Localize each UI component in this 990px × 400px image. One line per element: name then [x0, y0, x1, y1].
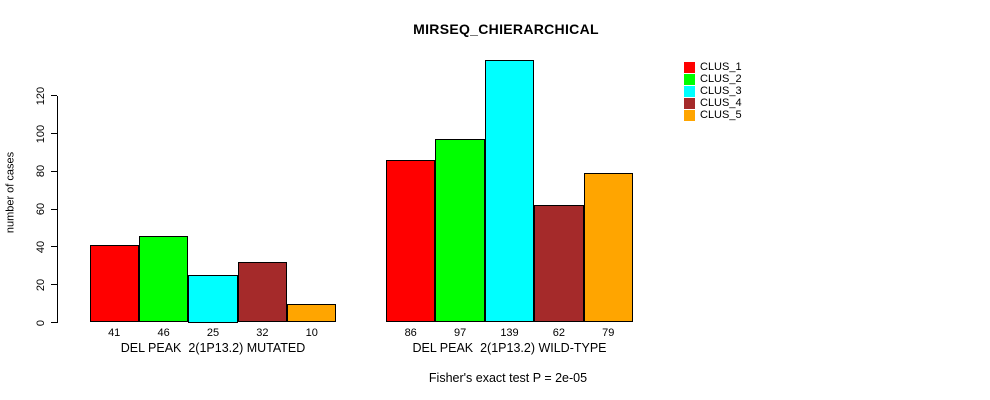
y-tick [51, 170, 57, 172]
legend-swatch-clus-1-icon [684, 61, 695, 73]
y-tick-label: 60 [35, 202, 47, 216]
chart-title: MIRSEQ_CHIERARCHICAL [413, 21, 599, 37]
legend-item-clus-5: CLUS_5 [684, 109, 742, 121]
bar-value-label: 62 [552, 327, 565, 339]
group-label-2: DEL PEAK 2(1P13.2) WILD-TYPE [412, 341, 607, 355]
y-tick-label: 40 [35, 240, 47, 254]
bar-clus_4-group2 [534, 205, 584, 323]
bar-value-label: 41 [108, 327, 121, 339]
bar-clus_4-group1 [237, 262, 288, 323]
bar-clus_1-group2 [386, 159, 436, 323]
y-tick [51, 246, 57, 248]
y-tick-label: 20 [35, 278, 47, 291]
legend-label-clus-2: CLUS_2 [700, 73, 742, 85]
y-tick-label: 80 [35, 165, 47, 178]
bar-clus_1-group1 [89, 245, 139, 323]
bar-value-label: 139 [500, 327, 519, 339]
legend-item-clus-3: CLUS_3 [684, 85, 742, 97]
y-tick-label: 120 [35, 86, 47, 105]
bar-value-label: 79 [602, 327, 615, 339]
bar-clus_3-group1 [188, 275, 238, 323]
legend-item-clus-1: CLUS_1 [684, 61, 742, 73]
legend-item-clus-2: CLUS_2 [684, 73, 742, 85]
y-tick [51, 284, 57, 286]
bar-value-label: 10 [305, 327, 318, 339]
legend-swatch-clus-2-icon [684, 73, 695, 85]
bar-value-label: 86 [404, 327, 417, 339]
y-tick-label: 0 [35, 319, 47, 326]
y-tick [51, 208, 57, 210]
y-tick [51, 133, 57, 134]
bar-clus_2-group1 [138, 235, 189, 323]
legend-label-clus-1: CLUS_1 [700, 61, 742, 73]
legend-swatch-clus-4-icon [684, 97, 695, 109]
bar-value-label: 97 [453, 327, 467, 339]
bar-clus_5-group1 [287, 303, 337, 323]
y-tick [51, 322, 57, 323]
bar-value-label: 32 [256, 327, 269, 339]
bar-clus_2-group2 [435, 139, 485, 323]
legend-item-clus-4: CLUS_4 [684, 97, 742, 109]
legend-swatch-clus-5-icon [684, 109, 695, 121]
legend: CLUS_1 CLUS_2 CLUS_3 CLUS_4 CLUS_5 [684, 61, 742, 121]
legend-label-clus-5: CLUS_5 [700, 109, 742, 121]
legend-label-clus-3: CLUS_3 [700, 85, 742, 97]
y-axis-line [57, 96, 58, 323]
y-axis-label: number of cases [4, 151, 17, 234]
bar-value-label: 46 [157, 327, 170, 339]
y-tick-label: 100 [35, 124, 47, 143]
fisher-test-note: Fisher's exact test P = 2e-05 [428, 371, 588, 385]
group-label-1: DEL PEAK 2(1P13.2) MUTATED [120, 341, 306, 355]
legend-label-clus-4: CLUS_4 [700, 97, 742, 109]
bar-clus_3-group2 [484, 59, 535, 323]
bar-value-label: 25 [206, 327, 220, 339]
bar-clus_5-group2 [583, 173, 633, 323]
legend-swatch-clus-3-icon [684, 85, 695, 97]
y-tick [51, 95, 57, 97]
